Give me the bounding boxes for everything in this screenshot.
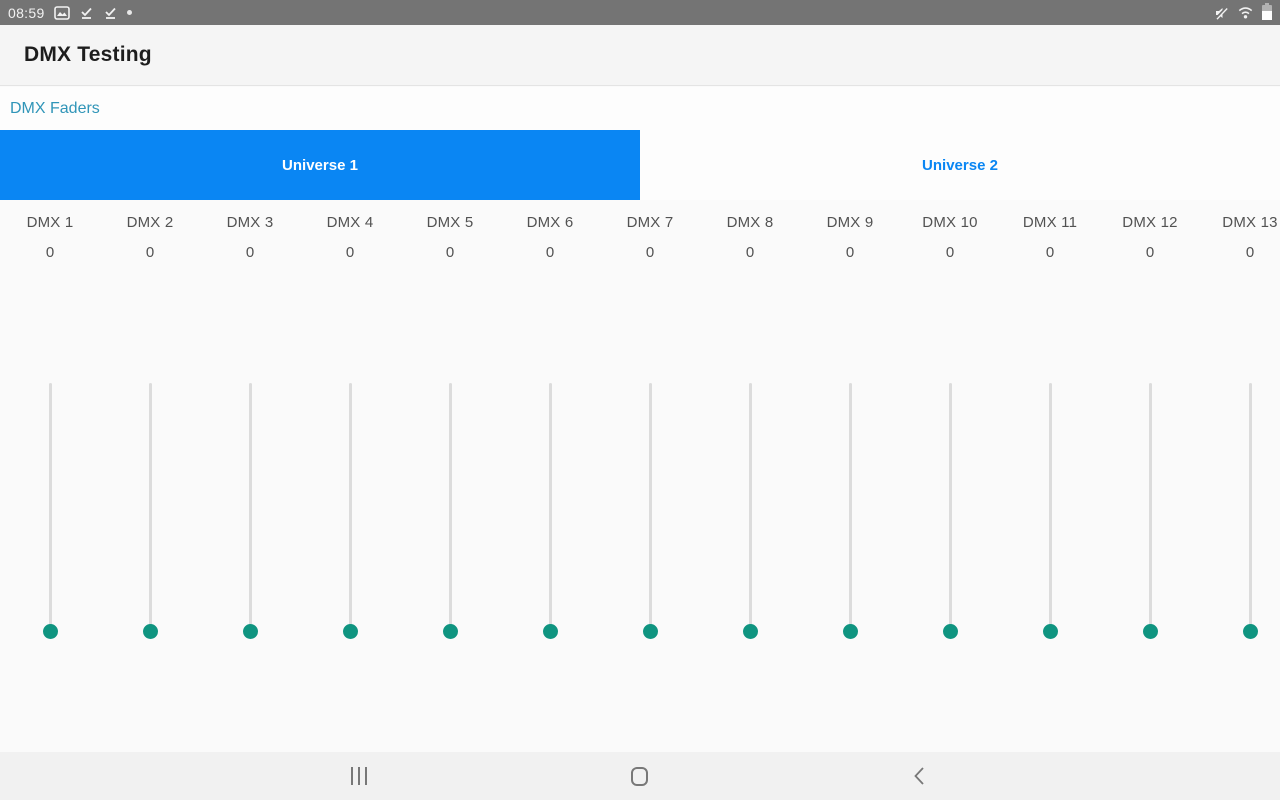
fader-track[interactable] xyxy=(549,383,552,631)
download-done-icon xyxy=(103,5,118,20)
fader-thumb[interactable] xyxy=(343,624,358,639)
back-button[interactable] xyxy=(889,752,949,800)
fader-thumb[interactable] xyxy=(1243,624,1258,639)
channel-label: DMX 2 xyxy=(126,214,174,231)
fader-track[interactable] xyxy=(149,383,152,631)
dmx-channel-column: DMX 9 0 xyxy=(800,200,900,752)
recents-icon xyxy=(351,767,367,785)
channel-value: 0 xyxy=(845,244,855,261)
dmx-faders-label: DMX Faders xyxy=(10,99,100,117)
channel-value: 0 xyxy=(345,244,355,261)
status-bar: 08:59 xyxy=(0,0,1280,25)
mute-icon xyxy=(1213,5,1229,21)
channel-label: DMX 6 xyxy=(526,214,574,231)
fader-thumb[interactable] xyxy=(1043,624,1058,639)
download-done-icon xyxy=(79,5,94,20)
fader-thumb[interactable] xyxy=(243,624,258,639)
dmx-channel-column: DMX 7 0 xyxy=(600,200,700,752)
dmx-channel-column: DMX 8 0 xyxy=(700,200,800,752)
wifi-icon xyxy=(1237,6,1254,19)
fader-track[interactable] xyxy=(1149,383,1152,631)
fader-track[interactable] xyxy=(449,383,452,631)
dmx-channel-column: DMX 6 0 xyxy=(500,200,600,752)
dmx-channel-column: DMX 1 0 xyxy=(0,200,100,752)
channel-value: 0 xyxy=(1045,244,1055,261)
fader-track[interactable] xyxy=(749,383,752,631)
fader-track[interactable] xyxy=(49,383,52,631)
dmx-channel-column: DMX 10 0 xyxy=(900,200,1000,752)
channel-label: DMX 8 xyxy=(726,214,774,231)
clock: 08:59 xyxy=(8,4,45,21)
fader-track[interactable] xyxy=(949,383,952,631)
fader-track[interactable] xyxy=(649,383,652,631)
fader-thumb[interactable] xyxy=(1143,624,1158,639)
fader-track[interactable] xyxy=(1249,383,1252,631)
channel-label: DMX 4 xyxy=(326,214,374,231)
fader-thumb[interactable] xyxy=(443,624,458,639)
channel-value: 0 xyxy=(645,244,655,261)
universe-tab-bar: Universe 1 Universe 2 xyxy=(0,130,1280,200)
image-icon xyxy=(53,5,70,20)
fader-grid: DMX 1 0 DMX 2 0 DMX 3 0 DMX 4 0 DMX 5 0 … xyxy=(0,200,1280,752)
channel-value: 0 xyxy=(245,244,255,261)
dmx-channel-column: DMX 2 0 xyxy=(100,200,200,752)
home-button[interactable] xyxy=(609,752,669,800)
channel-label: DMX 10 xyxy=(922,214,978,231)
notification-dot-icon xyxy=(126,10,132,15)
channel-label: DMX 1 xyxy=(26,214,74,231)
dmx-channel-column: DMX 5 0 xyxy=(400,200,500,752)
dmx-channel-column: DMX 12 0 xyxy=(1100,200,1200,752)
fader-thumb[interactable] xyxy=(743,624,758,639)
fader-track[interactable] xyxy=(1049,383,1052,631)
dmx-channel-column: DMX 4 0 xyxy=(300,200,400,752)
fader-thumb[interactable] xyxy=(43,624,58,639)
dmx-channel-column: DMX 3 0 xyxy=(200,200,300,752)
channel-value: 0 xyxy=(745,244,755,261)
channel-value: 0 xyxy=(1245,244,1255,261)
dmx-channel-column: DMX 13 0 xyxy=(1200,200,1280,752)
fader-thumb[interactable] xyxy=(543,624,558,639)
channel-label: DMX 5 xyxy=(426,214,474,231)
battery-icon xyxy=(1262,3,1272,20)
app-bar: DMX Testing xyxy=(0,25,1280,86)
recents-button[interactable] xyxy=(329,752,389,800)
fader-thumb[interactable] xyxy=(143,624,158,639)
channel-label: DMX 9 xyxy=(826,214,874,231)
channel-value: 0 xyxy=(545,244,555,261)
channel-value: 0 xyxy=(1145,244,1155,261)
channel-label: DMX 12 xyxy=(1122,214,1178,231)
fader-track[interactable] xyxy=(249,383,252,631)
subheader-row: DMX Faders xyxy=(0,87,1280,130)
channel-label: DMX 11 xyxy=(1022,214,1078,231)
fader-thumb[interactable] xyxy=(843,624,858,639)
home-icon xyxy=(630,766,648,786)
fader-thumb[interactable] xyxy=(643,624,658,639)
android-nav-bar xyxy=(0,752,1280,800)
channel-value: 0 xyxy=(445,244,455,261)
channel-label: DMX 7 xyxy=(626,214,674,231)
fader-track[interactable] xyxy=(349,383,352,631)
tab-universe-2[interactable]: Universe 2 xyxy=(640,130,1280,200)
channel-value: 0 xyxy=(45,244,55,261)
channel-label: DMX 3 xyxy=(226,214,274,231)
channel-label: DMX 13 xyxy=(1222,214,1278,231)
fader-thumb[interactable] xyxy=(943,624,958,639)
back-icon xyxy=(914,767,924,785)
page-title: DMX Testing xyxy=(24,43,152,66)
channel-value: 0 xyxy=(945,244,955,261)
tab-universe-1[interactable]: Universe 1 xyxy=(0,130,640,200)
fader-track[interactable] xyxy=(849,383,852,631)
channel-value: 0 xyxy=(145,244,155,261)
dmx-channel-column: DMX 11 0 xyxy=(1000,200,1100,752)
